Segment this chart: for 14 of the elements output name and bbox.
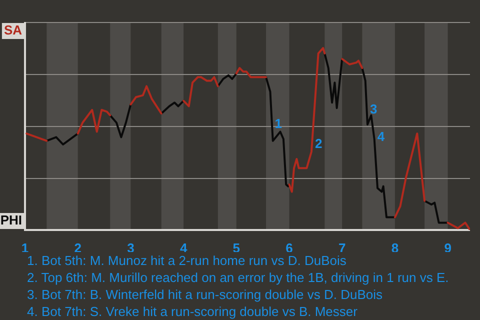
text: 1. Bot 5th: M. Munoz hit a 2-run home run vs D. DuBois [27, 253, 346, 268]
text: 3. Bot 7th: B. Winterfeld hit a run-scoring double vs D. DuBois [27, 286, 384, 303]
x-tick-label: 4 [180, 240, 188, 256]
text: 2. Top 6th: M. Murillo reached on an error by the 1B, driving in 1 run vs E. [27, 269, 450, 286]
annotation: 2 [314, 136, 322, 152]
text: 4. Bot 7th: S. Vreke hit a run-scoring double vs B. Messer [27, 303, 358, 320]
x-tick-label: 7 [338, 240, 346, 256]
x-tick-label: 2 [74, 240, 82, 256]
text: SA [4, 22, 23, 38]
text: PHI [0, 212, 22, 228]
x-tick-label: 1 [21, 240, 29, 256]
annotation: 1 [274, 116, 282, 132]
annotation: 3 [370, 101, 378, 116]
annotation: 4 [377, 128, 386, 144]
